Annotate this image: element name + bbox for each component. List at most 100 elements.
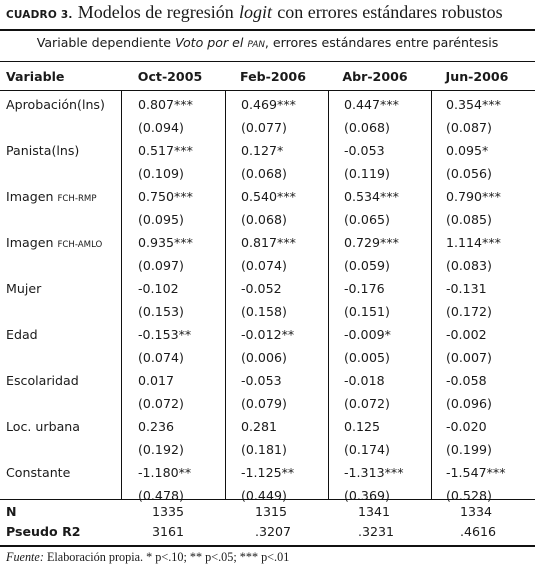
summary-rule: [0, 499, 535, 500]
column-divider-3: [328, 90, 329, 499]
standard-error-cell: (0.097): [138, 258, 184, 273]
standard-error-cell: (0.072): [138, 396, 184, 411]
coefficient-cell: 0.354***: [446, 97, 501, 112]
standard-error-cell: (0.478): [138, 488, 184, 503]
footnote-source-label: Fuente:: [6, 550, 44, 564]
coefficient-cell: 0.236: [138, 419, 175, 434]
row-label-text: Edad: [6, 327, 38, 342]
row-label: Panista(lns): [6, 143, 79, 158]
summary-label: Pseudo R2: [6, 524, 81, 539]
coefficient-cell: 0.517***: [138, 143, 193, 158]
column-divider-4: [431, 90, 432, 499]
coefficient-cell: -0.053: [241, 373, 282, 388]
standard-error-cell: (0.065): [344, 212, 390, 227]
coefficient-cell: 0.817***: [241, 235, 296, 250]
standard-error-cell: (0.059): [344, 258, 390, 273]
standard-error-cell: (0.158): [241, 304, 287, 319]
header-rule-upper: [0, 61, 535, 62]
summary-value-cell: .4616: [460, 524, 497, 539]
standard-error-cell: (0.109): [138, 166, 184, 181]
standard-error-cell: (0.199): [446, 442, 492, 457]
summary-value-cell: 3161: [152, 524, 185, 539]
coefficient-cell: -0.002: [446, 327, 487, 342]
standard-error-cell: (0.068): [344, 120, 390, 135]
standard-error-cell: (0.068): [241, 166, 287, 181]
coefficient-cell: -0.053: [344, 143, 385, 158]
summary-label: N: [6, 504, 17, 519]
column-header-abr-2006: Abr-2006: [342, 69, 408, 84]
footnote-significance: * p<.10; ** p<.05; *** p<.01: [146, 550, 290, 564]
coefficient-cell: -0.020: [446, 419, 487, 434]
standard-error-cell: (0.079): [241, 396, 287, 411]
standard-error-cell: (0.056): [446, 166, 492, 181]
banner-tail-text: , errores estándares entre paréntesis: [264, 35, 499, 50]
standard-error-cell: (0.528): [446, 488, 492, 503]
standard-error-cell: (0.192): [138, 442, 184, 457]
coefficient-cell: -0.052: [241, 281, 282, 296]
summary-value-cell: .3231: [358, 524, 395, 539]
caption-title-end: con errores estándares robustos: [277, 2, 503, 22]
row-label-subscript: fch-amlo: [57, 240, 103, 250]
coefficient-cell: -0.131: [446, 281, 487, 296]
table-footnote: Fuente: Elaboración propia. * p<.10; ** …: [6, 550, 289, 565]
row-label-text: Loc. urbana: [6, 419, 81, 434]
row-label: Escolaridad: [6, 373, 79, 388]
coefficient-cell: -0.102: [138, 281, 179, 296]
summary-value-cell: 1335: [152, 504, 185, 519]
row-label-text: Panista(lns): [6, 143, 80, 158]
row-label-subscript: fch-rmp: [57, 194, 97, 204]
row-label: Imagen fch-amlo: [6, 235, 102, 253]
row-label: Mujer: [6, 281, 41, 296]
standard-error-cell: (0.007): [446, 350, 492, 365]
standard-error-cell: (0.074): [138, 350, 184, 365]
summary-value-cell: .3207: [255, 524, 292, 539]
standard-error-cell: (0.072): [344, 396, 390, 411]
coefficient-cell: -0.012**: [241, 327, 295, 342]
footnote-source-text: Elaboración propia.: [46, 550, 144, 564]
coefficient-cell: -1.547***: [446, 465, 506, 480]
coefficient-cell: 0.540***: [241, 189, 296, 204]
column-divider-1: [121, 90, 122, 499]
caption-title-start: Modelos de regresión: [77, 2, 234, 22]
row-label: Imagen fch-rmp: [6, 189, 97, 207]
row-label-text: Escolaridad: [6, 373, 79, 388]
coefficient-cell: 0.750***: [138, 189, 193, 204]
caption-title-italic: logit: [238, 2, 272, 22]
coefficient-cell: 0.534***: [344, 189, 399, 204]
coefficient-cell: -0.153**: [138, 327, 192, 342]
banner-italic-text: Voto por el: [175, 35, 244, 50]
standard-error-cell: (0.006): [241, 350, 287, 365]
coefficient-cell: 0.281: [241, 419, 278, 434]
coefficient-cell: 0.127*: [241, 143, 284, 158]
row-label: Loc. urbana: [6, 419, 80, 434]
dependent-variable-banner: Variable dependiente Voto por el pan, er…: [0, 35, 535, 50]
summary-value-cell: 1341: [358, 504, 391, 519]
standard-error-cell: (0.005): [344, 350, 390, 365]
standard-error-cell: (0.083): [446, 258, 492, 273]
standard-error-cell: (0.119): [344, 166, 390, 181]
row-label-text: Mujer: [6, 281, 42, 296]
bottom-rule: [0, 545, 535, 547]
top-rule: [0, 29, 535, 31]
row-label: Constante: [6, 465, 70, 480]
caption-label: CUADRO 3.: [6, 9, 73, 21]
standard-error-cell: (0.153): [138, 304, 184, 319]
table-caption: CUADRO 3. Modelos de regresión logit con…: [6, 2, 503, 23]
coefficient-cell: 1.114***: [446, 235, 501, 250]
standard-error-cell: (0.085): [446, 212, 492, 227]
row-label: Aprobación(lns): [6, 97, 105, 112]
standard-error-cell: (0.074): [241, 258, 287, 273]
coefficient-cell: 0.807***: [138, 97, 193, 112]
standard-error-cell: (0.077): [241, 120, 287, 135]
coefficient-cell: 0.729***: [344, 235, 399, 250]
summary-value-cell: 1315: [255, 504, 288, 519]
row-label-text: Aprobación(lns): [6, 97, 105, 112]
coefficient-cell: 0.017: [138, 373, 175, 388]
standard-error-cell: (0.087): [446, 120, 492, 135]
coefficient-cell: -0.058: [446, 373, 487, 388]
standard-error-cell: (0.181): [241, 442, 287, 457]
coefficient-cell: -1.313***: [344, 465, 404, 480]
coefficient-cell: -0.009*: [344, 327, 391, 342]
row-label: Edad: [6, 327, 38, 342]
standard-error-cell: (0.068): [241, 212, 287, 227]
